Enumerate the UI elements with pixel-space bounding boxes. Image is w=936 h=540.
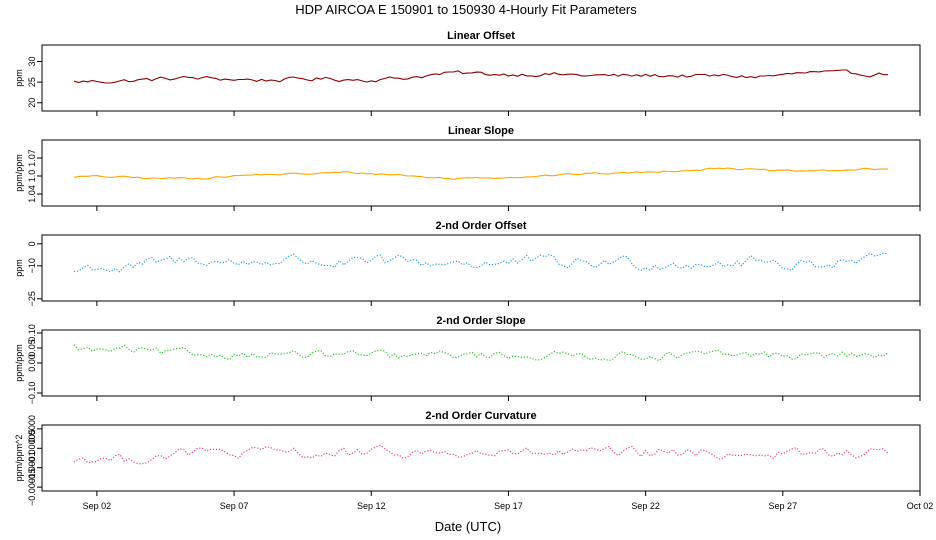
y-tick-label: 1.0 bbox=[27, 170, 37, 183]
x-tick-label: Sep 22 bbox=[631, 501, 660, 511]
x-tick-label: Sep 12 bbox=[357, 501, 386, 511]
panel-frame bbox=[41, 234, 921, 302]
y-tick-label: 25 bbox=[27, 77, 37, 87]
x-axis: Sep 02 Sep 07 Sep 12 Sep 17 Sep 22 Sep 27 Oct … bbox=[83, 501, 934, 511]
y-tick-label: 0.10 bbox=[27, 324, 37, 342]
x-axis-label: Date (UTC) bbox=[435, 519, 501, 534]
y-axis-label: ppm bbox=[14, 69, 24, 87]
y-tick-label: 0.00 bbox=[27, 354, 37, 372]
y-tick-label: 0 bbox=[27, 241, 37, 246]
panel-5: 2-nd Order Curvature 0.0000−0.00005−0.000… bbox=[14, 410, 921, 506]
panel-frame bbox=[41, 139, 921, 207]
x-tick-label: Oct 02 bbox=[907, 501, 934, 511]
y-axis-label: ppm/ppm bbox=[14, 154, 24, 192]
y-axis-label: ppm/ppm bbox=[14, 344, 24, 382]
y-tick-label: −0.00015 bbox=[27, 468, 37, 506]
series-line bbox=[73, 344, 889, 362]
x-tick-label: Sep 17 bbox=[494, 501, 523, 511]
panel-title: 2-nd Order Slope bbox=[436, 315, 525, 327]
panel-title: 2-nd Order Offset bbox=[435, 220, 526, 232]
x-tick-label: Sep 02 bbox=[83, 501, 112, 511]
panel-frame bbox=[41, 44, 921, 112]
y-tick-label: 20 bbox=[27, 98, 37, 108]
x-tick-label: Sep 07 bbox=[220, 501, 249, 511]
panel-frame bbox=[41, 424, 921, 492]
panel-frame bbox=[41, 329, 921, 397]
y-tick-label: 0.05 bbox=[27, 339, 37, 357]
y-tick-label: −10 bbox=[27, 258, 37, 273]
y-axis-label: ppm/ppm^2 bbox=[14, 435, 24, 482]
y-tick-label: −0.0001 bbox=[27, 451, 37, 484]
series-line bbox=[73, 69, 888, 84]
panel-3: 2-nd Order Offset 0 −10 −25 ppm bbox=[14, 220, 921, 306]
y-tick-label: −25 bbox=[27, 291, 37, 306]
panel-title: 2-nd Order Curvature bbox=[425, 410, 536, 422]
y-tick-label: 1.07 bbox=[27, 149, 37, 167]
y-axis-label: ppm bbox=[14, 259, 24, 277]
x-tick-label: Sep 27 bbox=[769, 501, 798, 511]
panel-title: Linear Offset bbox=[447, 30, 515, 42]
y-tick-label: −0.10 bbox=[27, 382, 37, 405]
y-tick-label: −0.00005 bbox=[27, 429, 37, 467]
series-line bbox=[73, 444, 889, 465]
series-line bbox=[73, 167, 888, 180]
y-tick-label: 0.0000 bbox=[27, 415, 37, 443]
series-line bbox=[73, 252, 889, 273]
panel-title: Linear Slope bbox=[448, 125, 514, 137]
chart-title: HDP AIRCOA E 150901 to 150930 4-Hourly F… bbox=[295, 2, 637, 17]
y-tick-label: 1.04 bbox=[27, 185, 37, 203]
y-tick-label: 30 bbox=[27, 56, 37, 66]
